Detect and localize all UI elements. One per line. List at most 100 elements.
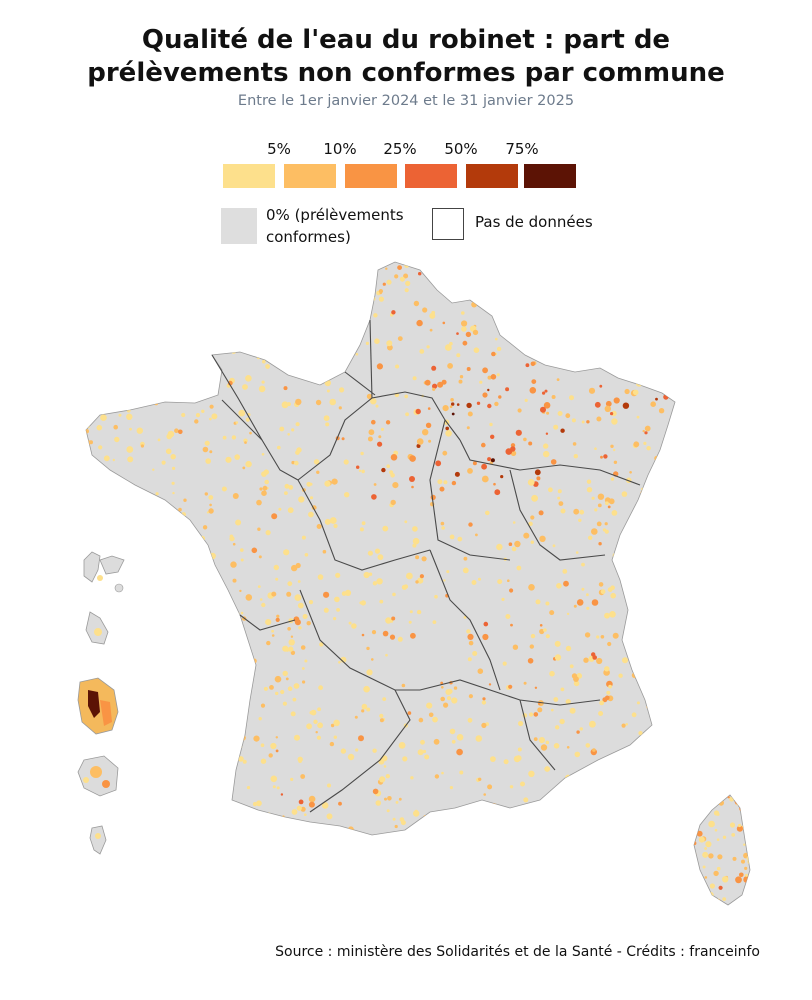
- commune-dot: [238, 756, 244, 762]
- commune-dot: [115, 531, 119, 535]
- commune-dot: [133, 522, 140, 529]
- commune-dot: [428, 712, 434, 718]
- commune-dot: [317, 273, 324, 280]
- commune-dot: [223, 780, 226, 784]
- commune-dot: [504, 291, 512, 299]
- commune-dot: [650, 487, 654, 491]
- commune-dot: [377, 554, 384, 561]
- commune-dot: [331, 478, 338, 485]
- commune-dot: [607, 587, 613, 592]
- commune-dot: [168, 344, 173, 349]
- commune-dot: [660, 282, 667, 288]
- commune-dot: [170, 360, 178, 368]
- commune-dot: [221, 486, 227, 492]
- commune-dot: [263, 290, 271, 297]
- commune-dot: [418, 717, 424, 723]
- commune-dot: [424, 379, 431, 386]
- commune-dot: [180, 759, 184, 763]
- commune-dot: [550, 294, 558, 302]
- commune-dot: [189, 766, 195, 771]
- commune-dot: [479, 380, 483, 384]
- commune-dot: [144, 761, 148, 765]
- commune-dot: [295, 398, 302, 406]
- commune-dot: [290, 635, 294, 638]
- commune-dot: [93, 300, 98, 306]
- commune-dot: [528, 441, 533, 446]
- commune-dot: [164, 817, 169, 821]
- commune-dot: [603, 347, 609, 353]
- commune-dot: [92, 401, 96, 404]
- commune-dot: [435, 460, 442, 467]
- commune-dot: [586, 787, 593, 794]
- commune-dot: [672, 563, 675, 566]
- commune-dot: [157, 613, 162, 618]
- commune-dot: [206, 582, 212, 588]
- commune-dot: [136, 391, 142, 397]
- commune-dot: [702, 851, 709, 858]
- commune-dot: [98, 321, 105, 328]
- commune-dot: [242, 759, 247, 764]
- commune-dot: [208, 495, 214, 500]
- commune-dot: [130, 734, 137, 741]
- commune-dot: [287, 627, 291, 631]
- commune-dot: [446, 696, 452, 701]
- commune-dot: [718, 885, 723, 890]
- guadeloupe-islet: [114, 583, 124, 593]
- commune-dot: [604, 405, 611, 412]
- commune-dot: [567, 778, 571, 782]
- commune-dot: [259, 598, 263, 601]
- commune-dot: [457, 536, 463, 542]
- commune-dot: [324, 480, 331, 487]
- commune-dot: [527, 479, 535, 486]
- commune-dot: [501, 294, 509, 302]
- commune-dot: [336, 608, 340, 612]
- commune-dot: [95, 380, 98, 383]
- commune-dot: [573, 454, 578, 459]
- commune-dot: [617, 810, 624, 816]
- commune-dot: [201, 565, 208, 572]
- commune-dot: [278, 275, 283, 280]
- commune-dot: [258, 717, 262, 721]
- commune-dot: [134, 378, 138, 382]
- commune-dot: [722, 897, 727, 901]
- commune-dot: [137, 516, 143, 521]
- commune-dot: [287, 507, 294, 514]
- commune-dot: [171, 755, 174, 758]
- commune-dot: [298, 799, 304, 805]
- commune-dot: [146, 654, 150, 658]
- commune-dot: [517, 747, 522, 752]
- commune-dot: [553, 743, 560, 749]
- commune-dot: [557, 489, 562, 494]
- commune-dot: [415, 580, 419, 584]
- commune-dot: [255, 348, 261, 354]
- commune-dot: [246, 786, 251, 790]
- commune-dot: [432, 620, 437, 624]
- commune-dot: [594, 508, 598, 512]
- commune-dot: [198, 685, 202, 689]
- commune-dot: [412, 376, 417, 381]
- commune-dot: [189, 620, 193, 625]
- commune-dot: [551, 708, 554, 712]
- commune-dot: [315, 731, 318, 734]
- commune-dot: [487, 276, 494, 283]
- commune-dot: [220, 736, 223, 740]
- commune-dot: [121, 825, 128, 831]
- guyane-mid-area: [100, 700, 112, 726]
- commune-dot: [306, 723, 312, 730]
- commune-dot: [286, 591, 292, 597]
- commune-dot: [653, 264, 657, 269]
- commune-dot: [172, 491, 175, 495]
- commune-dot: [510, 450, 517, 456]
- commune-dot: [360, 600, 366, 606]
- commune-dot: [174, 428, 179, 434]
- commune-dot: [490, 374, 497, 380]
- commune-dot: [269, 685, 274, 690]
- commune-dot: [141, 370, 146, 375]
- commune-dot: [306, 621, 311, 626]
- commune-dot: [472, 651, 478, 656]
- commune-dot: [478, 262, 482, 266]
- commune-dot: [340, 748, 347, 754]
- commune-dot: [338, 801, 342, 806]
- commune-dot: [86, 318, 90, 324]
- commune-dot: [565, 699, 571, 705]
